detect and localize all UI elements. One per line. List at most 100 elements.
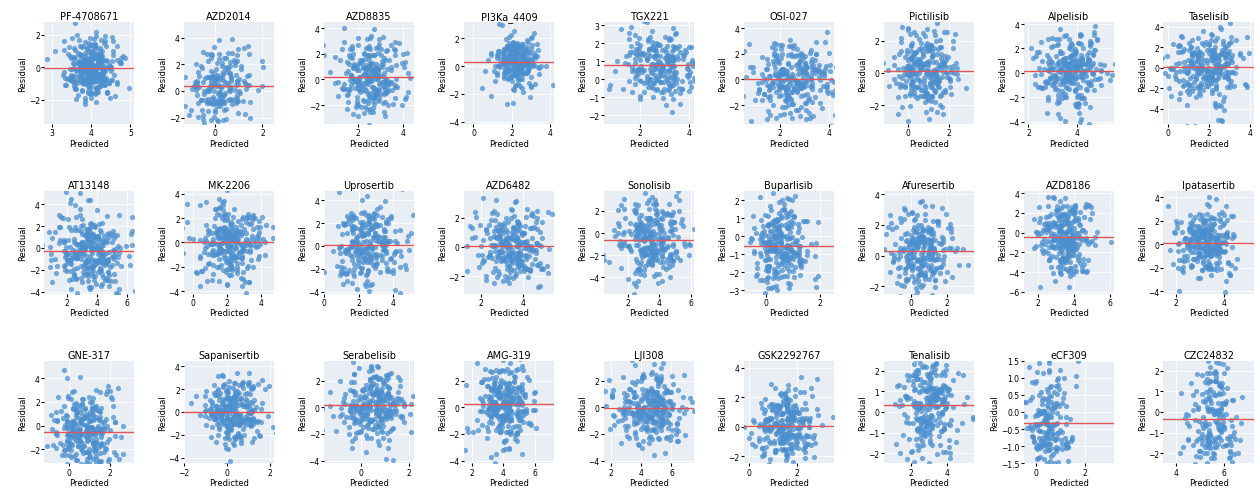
Point bbox=[771, 84, 791, 92]
Point bbox=[643, 43, 663, 51]
Point bbox=[902, 234, 922, 242]
Point bbox=[503, 55, 523, 63]
Point bbox=[1057, 203, 1077, 211]
Point bbox=[1211, 51, 1231, 59]
Point bbox=[94, 81, 115, 89]
Point bbox=[1198, 240, 1218, 248]
Point bbox=[905, 385, 925, 393]
Point bbox=[1200, 74, 1220, 82]
Point bbox=[1068, 240, 1089, 248]
Point bbox=[770, 72, 790, 80]
Point bbox=[1223, 212, 1244, 220]
Point bbox=[89, 56, 110, 64]
Point bbox=[247, 233, 267, 241]
Point bbox=[226, 59, 246, 67]
Point bbox=[781, 262, 801, 270]
Point bbox=[364, 52, 384, 60]
Point bbox=[77, 68, 97, 76]
Point bbox=[921, 43, 941, 51]
Point bbox=[1058, 247, 1079, 256]
Point bbox=[82, 243, 102, 252]
Point bbox=[935, 393, 955, 401]
Point bbox=[1186, 387, 1206, 395]
Point bbox=[1215, 400, 1235, 408]
Point bbox=[358, 78, 378, 86]
Point bbox=[226, 407, 246, 415]
Point bbox=[779, 242, 799, 250]
Point bbox=[656, 244, 677, 252]
Point bbox=[79, 459, 100, 467]
Point bbox=[500, 399, 520, 407]
Point bbox=[1192, 244, 1212, 252]
Point bbox=[218, 97, 238, 105]
Point bbox=[777, 252, 798, 260]
Point bbox=[1041, 66, 1061, 74]
Point bbox=[58, 431, 78, 439]
Point bbox=[1037, 223, 1057, 231]
Point bbox=[81, 48, 101, 56]
Point bbox=[801, 64, 822, 72]
Point bbox=[659, 201, 679, 209]
Point bbox=[1066, 61, 1086, 69]
Point bbox=[210, 413, 231, 421]
Point bbox=[1047, 100, 1067, 108]
Point bbox=[81, 42, 101, 50]
Point bbox=[1062, 240, 1082, 248]
Point bbox=[629, 411, 649, 419]
Point bbox=[500, 64, 520, 72]
Point bbox=[1058, 239, 1079, 247]
Point bbox=[649, 392, 669, 400]
Point bbox=[887, 280, 907, 288]
Point bbox=[1051, 223, 1071, 231]
Point bbox=[368, 73, 388, 81]
Point bbox=[398, 233, 418, 241]
Point bbox=[57, 374, 77, 382]
Point bbox=[368, 72, 388, 80]
Point bbox=[664, 46, 684, 54]
Point bbox=[64, 400, 84, 408]
Point bbox=[626, 256, 646, 264]
Point bbox=[209, 277, 229, 285]
Point bbox=[58, 470, 78, 478]
Point bbox=[494, 60, 514, 68]
Point bbox=[1058, 65, 1079, 73]
Point bbox=[222, 225, 242, 233]
Point bbox=[1205, 49, 1225, 57]
Point bbox=[646, 62, 667, 70]
Point bbox=[653, 249, 673, 258]
Point bbox=[902, 267, 922, 275]
Point bbox=[1055, 195, 1075, 203]
Point bbox=[1034, 432, 1055, 440]
Point bbox=[242, 414, 262, 422]
Point bbox=[1205, 377, 1225, 385]
Point bbox=[660, 388, 680, 396]
Point bbox=[378, 82, 398, 90]
Point bbox=[595, 388, 615, 396]
Point bbox=[328, 222, 348, 230]
X-axis label: Predicted: Predicted bbox=[349, 478, 389, 487]
Point bbox=[793, 55, 813, 63]
Point bbox=[76, 39, 96, 47]
Point bbox=[503, 395, 523, 403]
Point bbox=[504, 267, 524, 275]
Point bbox=[622, 356, 643, 364]
Point bbox=[1189, 231, 1210, 239]
Point bbox=[92, 53, 112, 61]
Point bbox=[1041, 413, 1061, 421]
Point bbox=[78, 411, 98, 419]
Point bbox=[243, 241, 263, 249]
Point bbox=[384, 251, 404, 259]
Point bbox=[635, 250, 655, 259]
Point bbox=[1216, 397, 1236, 405]
Point bbox=[68, 433, 88, 441]
Point bbox=[638, 38, 658, 46]
Point bbox=[761, 241, 781, 249]
Point bbox=[103, 246, 123, 255]
Point bbox=[1043, 80, 1063, 88]
Point bbox=[772, 426, 793, 434]
Point bbox=[934, 246, 954, 254]
Point bbox=[630, 223, 650, 231]
Point bbox=[1181, 82, 1201, 90]
Point bbox=[374, 226, 394, 234]
Point bbox=[499, 379, 519, 387]
